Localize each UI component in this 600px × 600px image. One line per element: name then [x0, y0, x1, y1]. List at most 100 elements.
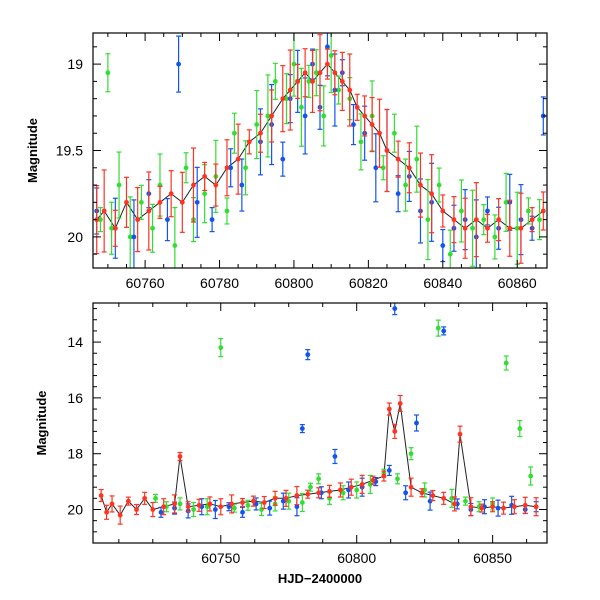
data-point — [172, 501, 177, 507]
data-point — [267, 505, 273, 511]
data-point — [294, 504, 300, 510]
data-point — [463, 498, 468, 504]
data-point — [183, 165, 189, 171]
y-tick-label: 20 — [67, 502, 83, 518]
data-point — [441, 495, 447, 501]
data-point — [146, 208, 152, 214]
data-point — [429, 191, 435, 197]
data-point — [511, 504, 517, 510]
data-point — [294, 493, 300, 498]
data-point — [229, 501, 235, 507]
data-point — [161, 504, 167, 510]
data-point — [228, 165, 234, 171]
data-point — [425, 217, 431, 223]
data-point — [150, 507, 156, 512]
data-point — [427, 498, 433, 504]
y-tick-label: 16 — [67, 390, 83, 406]
plot-area — [94, 33, 546, 268]
data-point — [165, 217, 170, 223]
data-point — [177, 454, 183, 459]
data-point — [386, 468, 392, 473]
data-point — [194, 199, 200, 205]
data-point — [418, 182, 423, 188]
data-point — [397, 401, 403, 406]
data-point — [414, 420, 419, 426]
data-point — [158, 509, 164, 515]
y-tick-label: 18 — [67, 446, 83, 462]
y-axis-title: Magnitude — [34, 391, 49, 456]
data-point — [240, 500, 245, 505]
data-point — [116, 182, 122, 188]
data-point — [291, 61, 297, 67]
data-point — [529, 217, 535, 223]
data-point — [269, 113, 275, 119]
data-point — [202, 174, 208, 179]
data-point — [533, 504, 539, 510]
data-point — [380, 165, 386, 171]
data-point — [447, 251, 453, 257]
data-point — [462, 225, 468, 231]
data-point — [310, 78, 315, 84]
data-point — [284, 96, 289, 102]
data-point — [240, 509, 245, 515]
data-point — [280, 156, 286, 162]
data-point — [231, 505, 237, 511]
data-point — [403, 490, 409, 496]
data-point — [377, 130, 382, 136]
data-point — [153, 495, 158, 501]
data-point — [440, 243, 446, 248]
data-point — [109, 501, 115, 507]
data-point — [367, 481, 373, 487]
data-point — [403, 182, 408, 188]
data-point — [395, 476, 400, 482]
data-point — [337, 487, 343, 493]
data-point — [224, 165, 230, 171]
data-point — [250, 498, 256, 504]
data-point — [317, 70, 323, 76]
data-point — [336, 87, 342, 93]
data-point — [104, 509, 109, 515]
data-point — [98, 217, 103, 223]
data-point — [261, 500, 267, 505]
data-point — [408, 451, 414, 457]
data-point — [457, 431, 463, 437]
data-point — [528, 473, 534, 479]
data-point — [191, 507, 196, 512]
data-point — [105, 70, 111, 76]
data-point — [470, 225, 475, 231]
data-point — [537, 217, 542, 223]
data-point — [246, 139, 252, 145]
plot-area — [98, 303, 539, 525]
data-point — [485, 208, 490, 214]
series-2 — [94, 34, 546, 264]
data-point — [298, 104, 304, 110]
data-point — [408, 484, 414, 490]
data-point — [321, 113, 327, 119]
data-point — [101, 208, 107, 214]
data-point — [142, 495, 148, 501]
y-tick-label: 20 — [67, 229, 83, 245]
model-curve — [100, 403, 537, 517]
data-point — [218, 345, 224, 351]
data-point — [392, 428, 398, 434]
data-point — [430, 493, 436, 498]
data-point — [283, 495, 289, 501]
y-tick-label: 19 — [67, 56, 83, 72]
data-point — [492, 234, 498, 240]
data-point — [522, 502, 528, 508]
data-point — [209, 217, 215, 223]
data-point — [332, 70, 338, 76]
data-point — [384, 148, 390, 153]
x-tick-label: 60840 — [423, 275, 462, 291]
y-axis-title: Magnitude — [25, 118, 40, 183]
data-point — [495, 505, 501, 511]
data-point — [514, 225, 520, 231]
data-point — [131, 234, 137, 240]
data-point — [239, 182, 245, 188]
data-point — [503, 360, 509, 366]
data-point — [354, 487, 360, 493]
data-point — [207, 501, 213, 507]
data-point — [373, 165, 379, 171]
data-point — [213, 182, 219, 188]
data-point — [127, 234, 133, 240]
